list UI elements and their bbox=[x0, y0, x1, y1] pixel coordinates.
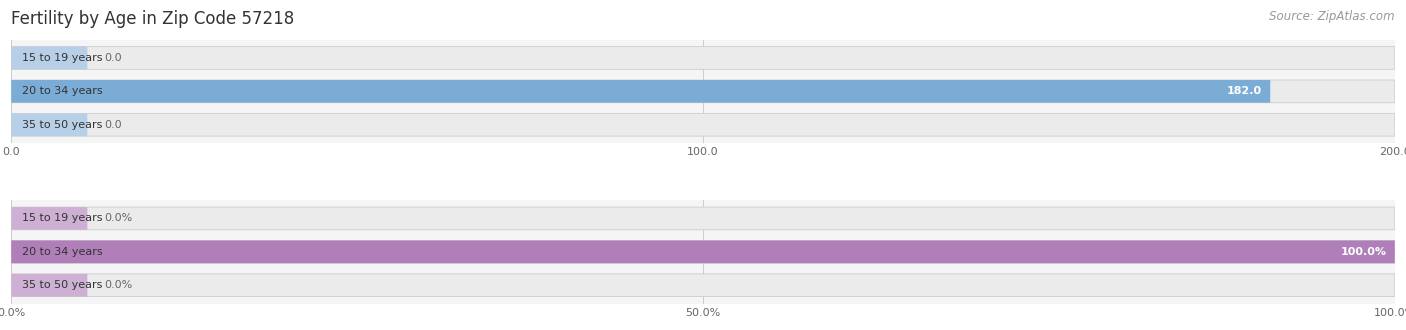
FancyBboxPatch shape bbox=[11, 114, 87, 136]
FancyBboxPatch shape bbox=[11, 47, 87, 69]
Text: 0.0: 0.0 bbox=[104, 53, 121, 63]
FancyBboxPatch shape bbox=[11, 274, 87, 297]
FancyBboxPatch shape bbox=[11, 241, 1395, 263]
Text: 15 to 19 years: 15 to 19 years bbox=[22, 53, 103, 63]
Text: 0.0%: 0.0% bbox=[104, 280, 132, 290]
FancyBboxPatch shape bbox=[11, 207, 87, 230]
Text: 20 to 34 years: 20 to 34 years bbox=[22, 247, 103, 257]
FancyBboxPatch shape bbox=[11, 241, 1395, 263]
Text: 0.0%: 0.0% bbox=[104, 214, 132, 223]
Text: Source: ZipAtlas.com: Source: ZipAtlas.com bbox=[1270, 10, 1395, 23]
Text: 182.0: 182.0 bbox=[1227, 86, 1263, 96]
FancyBboxPatch shape bbox=[11, 274, 1395, 297]
Text: 100.0%: 100.0% bbox=[1340, 247, 1386, 257]
Text: 20 to 34 years: 20 to 34 years bbox=[22, 86, 103, 96]
FancyBboxPatch shape bbox=[11, 80, 1270, 103]
Text: 35 to 50 years: 35 to 50 years bbox=[22, 280, 103, 290]
Text: Fertility by Age in Zip Code 57218: Fertility by Age in Zip Code 57218 bbox=[11, 10, 294, 28]
FancyBboxPatch shape bbox=[11, 47, 1395, 69]
FancyBboxPatch shape bbox=[11, 80, 1395, 103]
FancyBboxPatch shape bbox=[11, 207, 1395, 230]
Text: 0.0: 0.0 bbox=[104, 120, 121, 130]
Text: 35 to 50 years: 35 to 50 years bbox=[22, 120, 103, 130]
FancyBboxPatch shape bbox=[11, 114, 1395, 136]
Text: 15 to 19 years: 15 to 19 years bbox=[22, 214, 103, 223]
